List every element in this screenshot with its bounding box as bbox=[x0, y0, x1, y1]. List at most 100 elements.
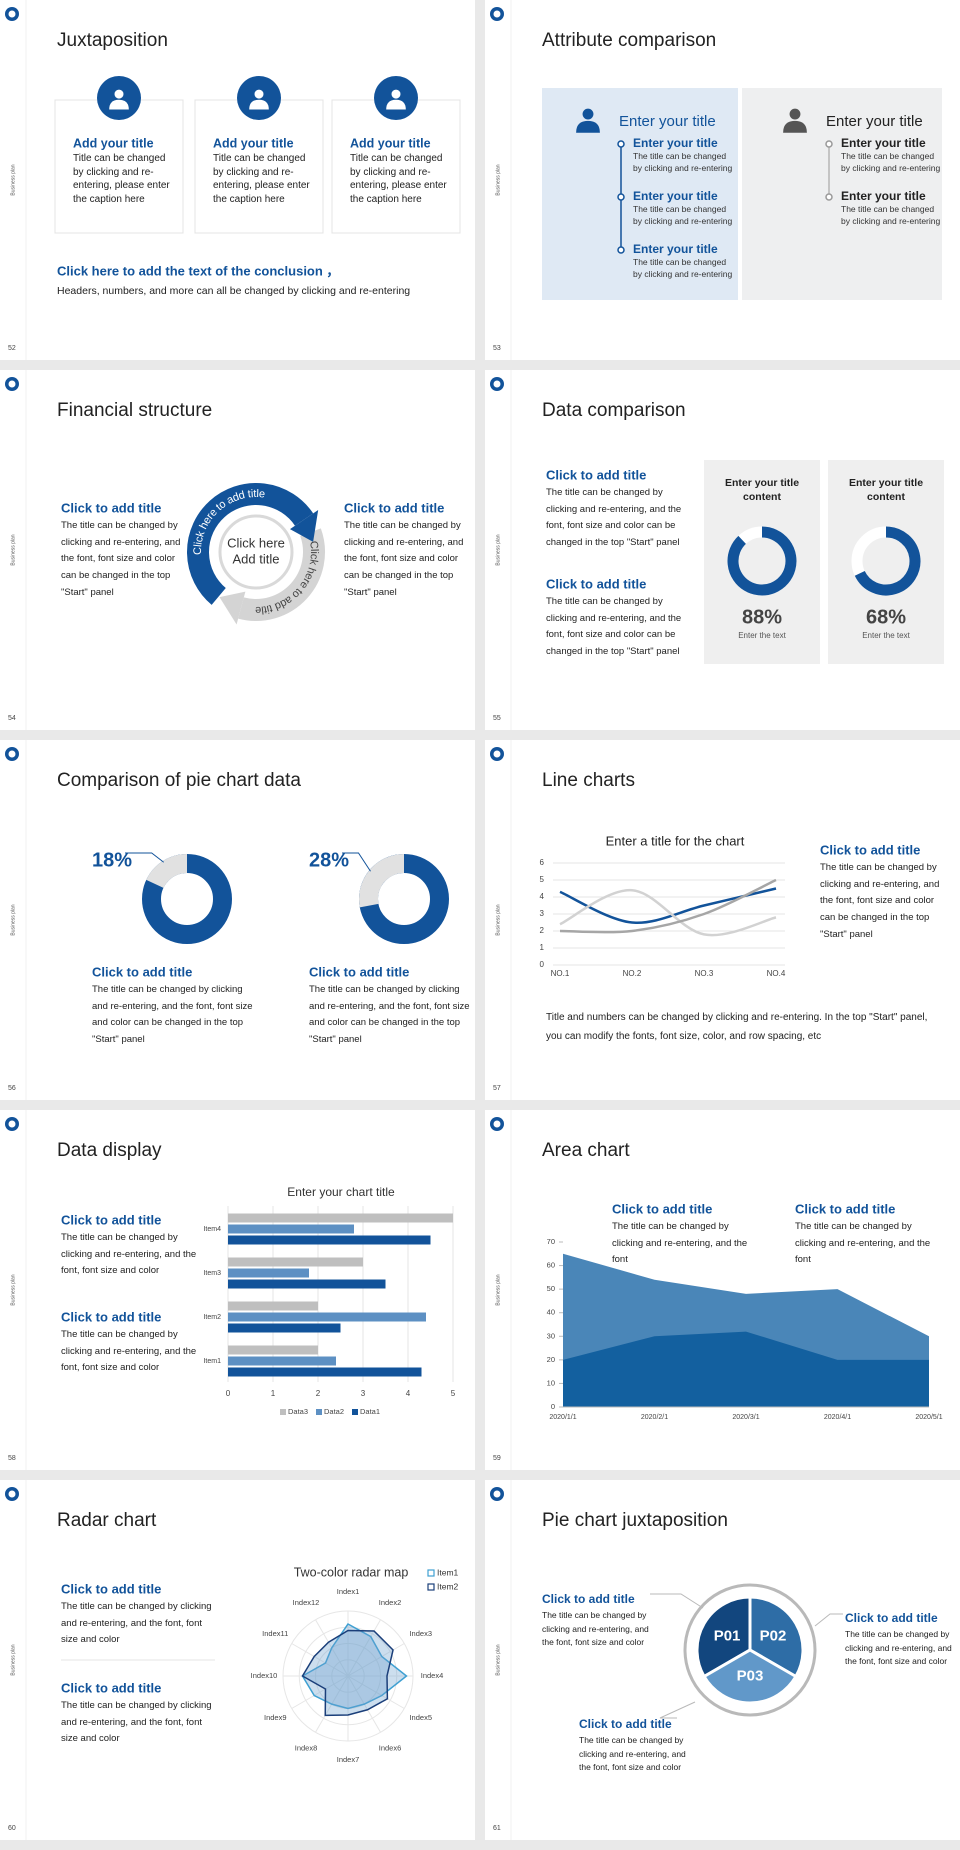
note: Title and numbers can be changed by clic… bbox=[546, 1012, 928, 1042]
x-tick-label: 0 bbox=[226, 1389, 231, 1398]
x-tick-label: 2020/1/1 bbox=[549, 1414, 576, 1421]
block-text: The title can be changed by clicking and… bbox=[542, 1610, 649, 1648]
block-text: The title can be changed by clicking and… bbox=[546, 487, 682, 548]
y-tick-label: 40 bbox=[547, 1308, 555, 1317]
block-text: The title can be changed by clicking and… bbox=[579, 1735, 686, 1773]
slide-title: Data display bbox=[57, 1140, 162, 1161]
block-title: Click to add title bbox=[61, 500, 161, 515]
side-label: Business plan bbox=[10, 904, 16, 935]
outer-ring bbox=[683, 1583, 817, 1717]
item-title: Enter your title bbox=[841, 136, 926, 150]
slide: Business plan 57 Line charts Enter a title … bbox=[485, 740, 960, 1100]
card-title: Add your title bbox=[350, 136, 431, 150]
y-tick-label: 60 bbox=[547, 1261, 555, 1270]
text-box: The title can be changed by clicking and… bbox=[546, 487, 682, 548]
block-text: The title can be changed by clicking and… bbox=[61, 520, 181, 598]
x-tick-label: NO.1 bbox=[551, 969, 570, 978]
legend-label: Data3 bbox=[288, 1407, 308, 1416]
text-box: The title can be changed by clicking and… bbox=[820, 862, 940, 940]
block-title: Click to add title bbox=[820, 842, 920, 857]
bar bbox=[228, 1312, 426, 1322]
side-label: Business plan bbox=[495, 1644, 501, 1675]
text-box: The title can be changed by clicking and… bbox=[61, 1329, 196, 1373]
slide-background bbox=[485, 740, 960, 1100]
logo-inner bbox=[8, 380, 16, 388]
text-box: Title and numbers can be changed by clic… bbox=[546, 1012, 928, 1042]
x-tick-label: 2020/3/1 bbox=[732, 1414, 759, 1421]
donut-value: 88% bbox=[742, 606, 782, 628]
text-box: The title can be changed by clicking and… bbox=[344, 520, 463, 598]
icon-body bbox=[249, 99, 269, 110]
icon-head bbox=[789, 108, 801, 120]
y-tick-label: 3 bbox=[540, 909, 545, 918]
text-box: The title can be changed by clicking and… bbox=[546, 596, 682, 657]
timeline-dot bbox=[825, 193, 833, 201]
legend-swatch bbox=[316, 1409, 322, 1415]
text-box: The title can be changed by clicking and… bbox=[795, 1221, 930, 1265]
slide: Business plan 55 Data comparison Click to a… bbox=[485, 370, 960, 730]
chart-title: Enter a title for the chart bbox=[606, 833, 745, 848]
ring-center bbox=[218, 514, 294, 590]
icon-body bbox=[109, 99, 129, 110]
x-tick-label: 2 bbox=[316, 1389, 321, 1398]
page-number: 59 bbox=[493, 1455, 501, 1462]
text-box: Title can be changed by clicking and re-… bbox=[73, 153, 170, 205]
y-tick-label: 4 bbox=[540, 892, 545, 901]
block-title: Click to add title bbox=[845, 1611, 938, 1625]
bar bbox=[228, 1257, 363, 1267]
block-text: The title can be changed by clicking and… bbox=[546, 596, 682, 657]
donut-arc bbox=[727, 526, 797, 596]
side-label: Business plan bbox=[10, 164, 16, 195]
logo-inner bbox=[8, 10, 16, 18]
text-box: The title can be changed by clicking and… bbox=[633, 204, 732, 226]
item-title: Enter your title bbox=[633, 136, 718, 150]
slide-title: Attribute comparison bbox=[542, 30, 716, 51]
pie-text: The title can be changed by clicking and… bbox=[92, 984, 253, 1045]
x-tick-label: NO.3 bbox=[695, 969, 714, 978]
leader-line bbox=[125, 852, 164, 863]
slide: Business plan 56 Comparison of pie chart d… bbox=[0, 740, 475, 1100]
text-box: The title can be changed by clicking and… bbox=[633, 151, 732, 173]
x-tick-label: 2020/2/1 bbox=[641, 1414, 668, 1421]
x-tick-label: 1 bbox=[271, 1389, 276, 1398]
block-title: Click to add title bbox=[61, 1581, 161, 1596]
pie-value: 18% bbox=[92, 849, 132, 871]
page-number: 57 bbox=[493, 1085, 501, 1092]
pie-title: Click to add title bbox=[309, 964, 409, 979]
radar-spoke bbox=[347, 1643, 405, 1677]
timeline-dot bbox=[617, 246, 625, 254]
text-box: The title can be changed by clicking and… bbox=[841, 204, 940, 226]
bar bbox=[228, 1367, 422, 1377]
item-text: The title can be changed by clicking and… bbox=[633, 257, 733, 279]
timeline-dot bbox=[617, 140, 625, 148]
y-tick-label: 2 bbox=[540, 926, 545, 935]
legend-label: Data2 bbox=[324, 1407, 344, 1416]
pie-segment bbox=[702, 1648, 798, 1705]
block-title: Click to add title bbox=[795, 1201, 895, 1216]
legend-label: Item2 bbox=[437, 1581, 459, 1591]
leader-line bbox=[342, 852, 371, 872]
center-label: Click here bbox=[227, 535, 285, 550]
donut-caption: Enter the text bbox=[862, 631, 910, 640]
logo-inner bbox=[493, 380, 501, 388]
block-title: Click to add title bbox=[61, 1309, 161, 1324]
slide-background bbox=[0, 740, 475, 1100]
logo-inner bbox=[493, 1120, 501, 1128]
block-title: Click to add title bbox=[546, 467, 646, 482]
card bbox=[194, 99, 324, 234]
slide: Business plan 59 Area chart 0 10 20 30 40 50 60 70… bbox=[485, 1110, 960, 1470]
radar-label: Index8 bbox=[295, 1744, 318, 1753]
legend-swatch bbox=[280, 1409, 286, 1415]
slide: Business plan 58 Data display Enter your ch… bbox=[0, 1110, 475, 1470]
segment-label: P02 bbox=[760, 1628, 787, 1645]
x-tick-label: 3 bbox=[361, 1389, 366, 1398]
side-label: Business plan bbox=[10, 534, 16, 565]
text-box: The title can be changed by clicking and… bbox=[542, 1610, 649, 1648]
block-text: The title can be changed by clicking and… bbox=[820, 862, 940, 940]
logo-inner bbox=[8, 750, 16, 758]
bar bbox=[228, 1213, 453, 1223]
leader-line bbox=[659, 1701, 696, 1719]
icon-body bbox=[783, 120, 807, 133]
